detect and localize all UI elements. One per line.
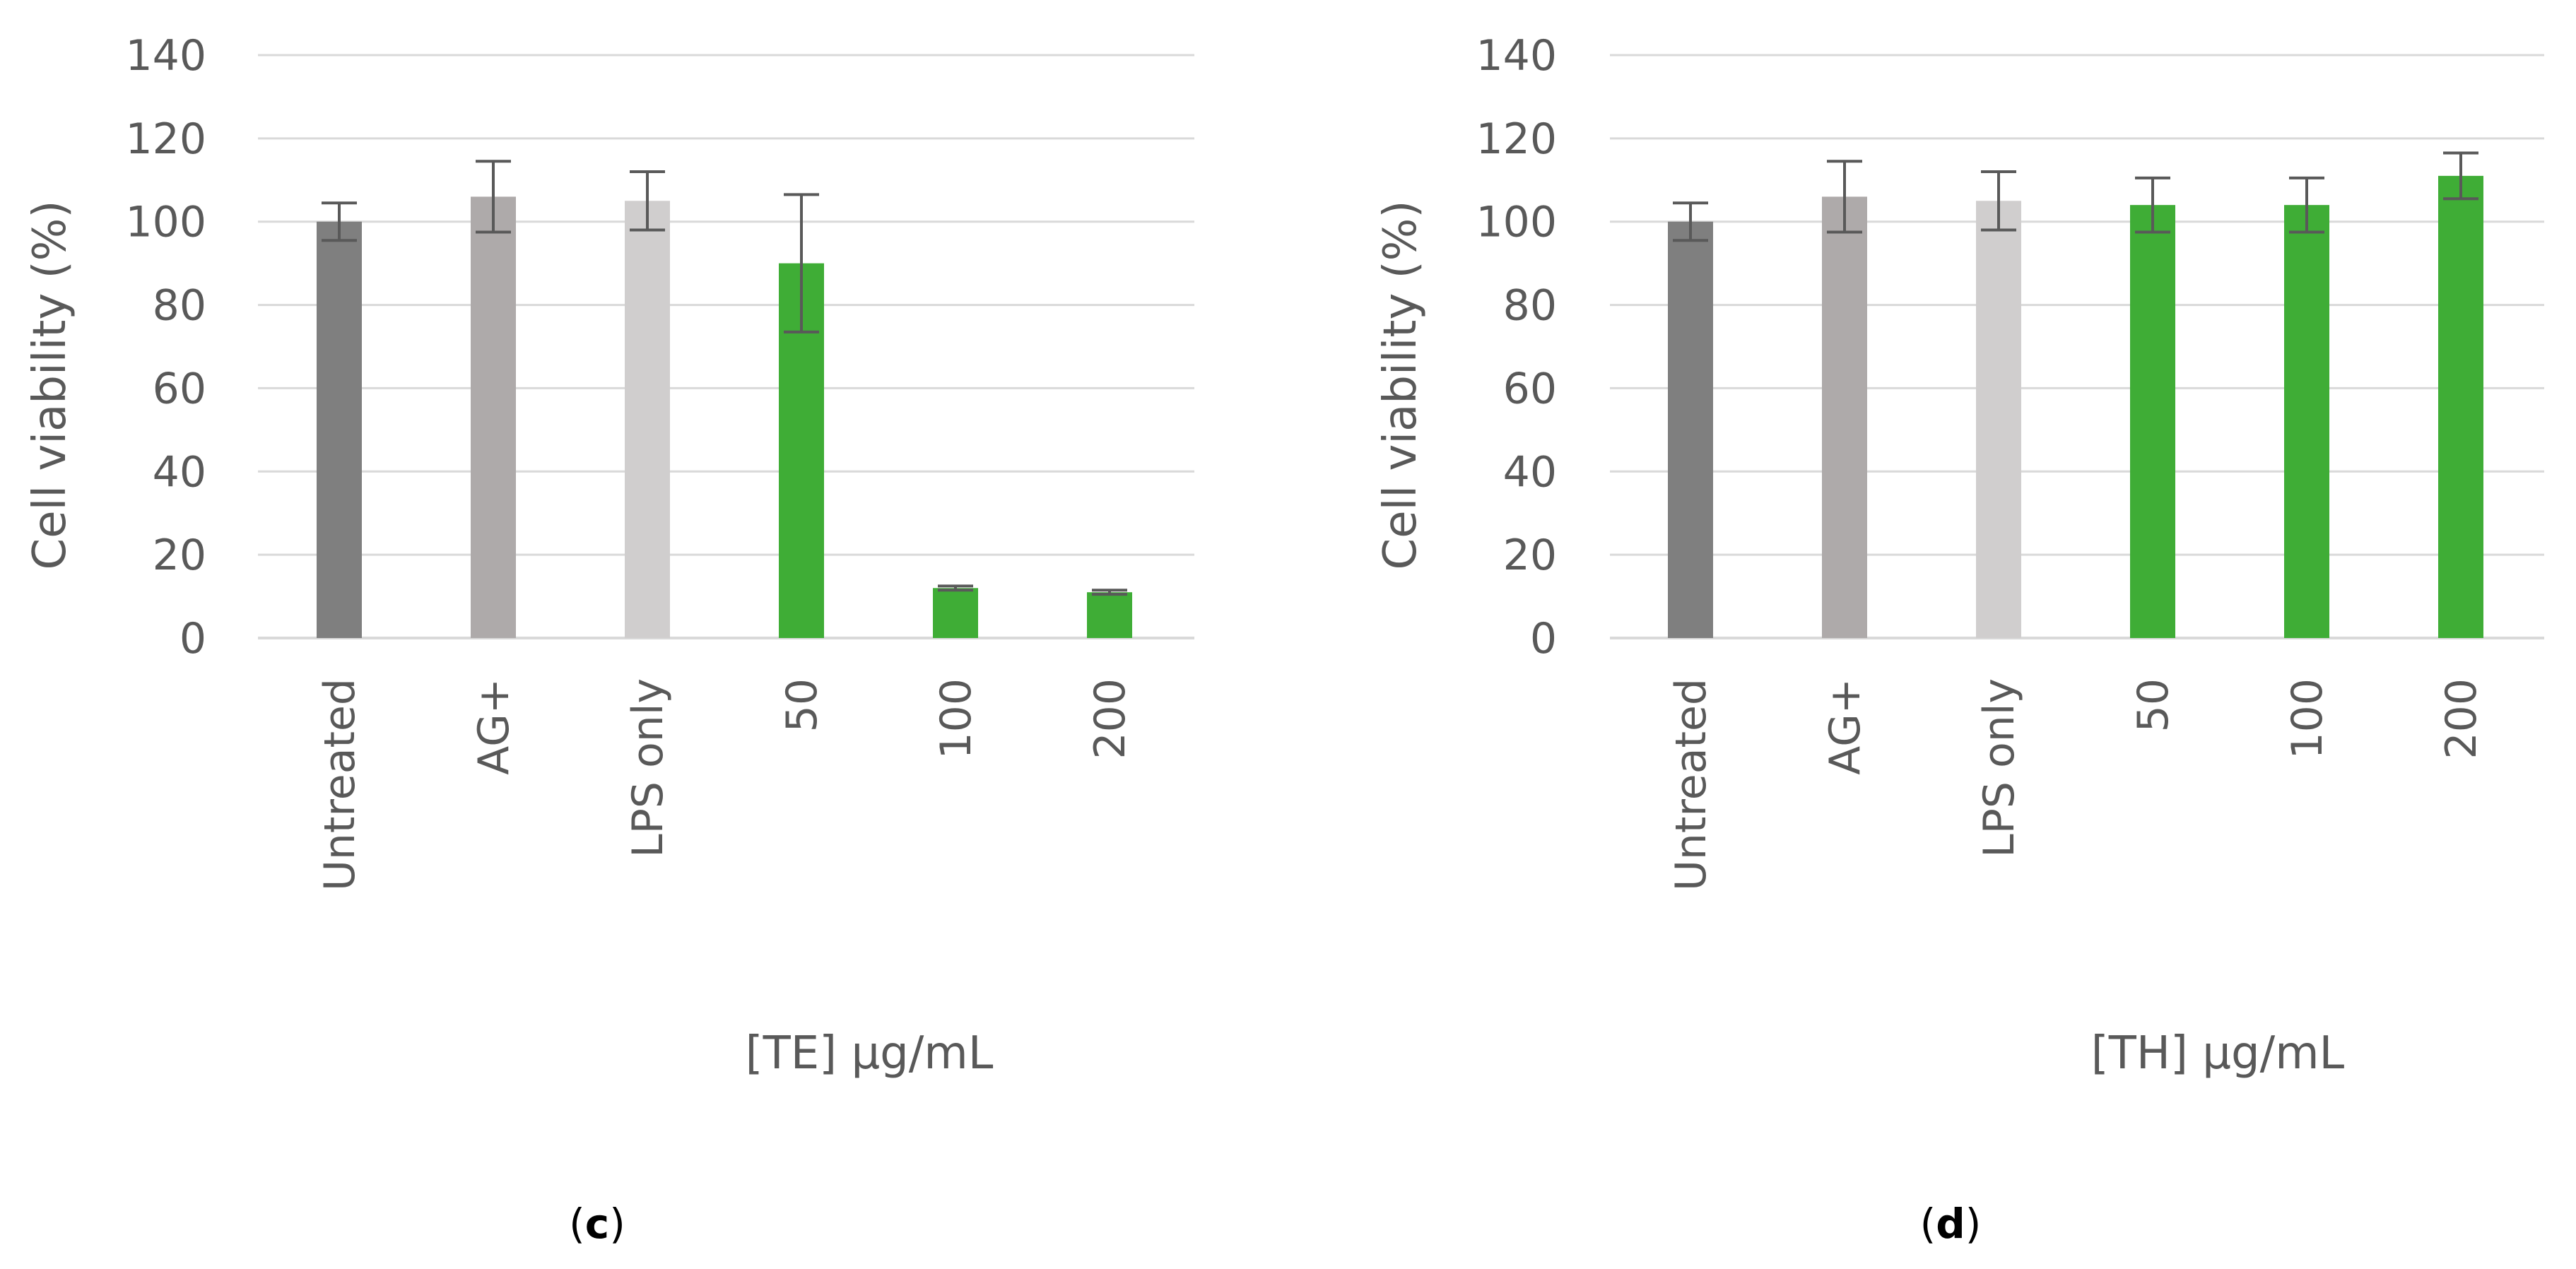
error-bar [1981,170,2016,232]
error-bars [322,160,1127,596]
bar [1668,221,1713,638]
y-axis-label: Cell viability (%) [24,201,76,570]
error-bar [322,201,357,242]
chart-panel-c: 0 20 40 60 80 100 120 140 Cell viability (%) Un… [24,31,1194,1248]
x-tick-label: 200 [2437,678,2486,760]
y-tick-label: 140 [1476,31,1557,81]
x-tick-label: Untreated [1666,678,1716,891]
bar [2284,205,2329,639]
y-tick-label: 100 [1476,198,1557,247]
error-bars [1673,151,2478,242]
chart-panel-d: 0 20 40 60 80 100 120 140 Cell viability (%) Un… [1375,31,2544,1248]
x-tick-label: LPS only [623,678,673,858]
y-tick-label: 140 [125,31,206,81]
bars [1668,175,2483,639]
y-tick-label: 60 [153,364,206,413]
x-tick-label: 200 [1086,678,1135,760]
y-tick-label: 80 [1503,281,1557,331]
y-tick-label: 80 [153,281,206,331]
error-bar [2443,151,2478,201]
error-bar [1092,589,1127,596]
x-tick-labels: Untreated AG+ LPS only 50 100 200 [315,678,1135,891]
bar [625,201,670,638]
panel-label-c: c [585,1200,609,1248]
y-tick-label: 0 [1530,614,1557,663]
error-bar [476,160,511,234]
error-bar [938,584,973,592]
bar [1976,201,2021,638]
panel-caption-d: (d) [1920,1200,1982,1248]
x-tick-label: 100 [2283,678,2332,760]
x-tick-label: AG+ [1821,678,1870,775]
error-bar [2135,176,2170,234]
bar [1087,592,1132,638]
y-tick-label: 20 [1503,531,1557,580]
gridlines [258,54,1194,639]
error-bar [1673,201,1708,242]
y-tick-label: 0 [180,614,206,663]
y-tick-label: 120 [125,114,206,164]
x-tick-label: 50 [777,678,827,732]
x-axis-title: [TE] μg/mL [746,1027,994,1080]
y-tick-labels: 0 20 40 60 80 100 120 140 [1476,31,1557,663]
error-bar [630,170,665,232]
panel-label-d: d [1936,1200,1965,1248]
y-tick-label: 100 [125,198,206,247]
x-tick-label: LPS only [1975,678,2024,858]
y-tick-label: 20 [153,531,206,580]
bar [1822,196,1867,638]
x-axis-title: [TH] μg/mL [2091,1027,2345,1080]
bar [471,196,516,638]
bar [2438,175,2483,639]
bars [317,196,1132,639]
y-tick-label: 40 [1503,447,1557,497]
y-axis-label: Cell viability (%) [1375,201,1427,570]
x-tick-label: 50 [2129,678,2178,732]
x-tick-label: Untreated [315,678,365,891]
y-tick-label: 120 [1476,114,1557,164]
x-tick-label: AG+ [469,678,519,775]
bar [933,588,978,638]
error-bar [784,193,819,334]
y-tick-label: 40 [153,447,206,497]
panel-caption-c: (c) [569,1200,625,1248]
x-tick-labels: Untreated AG+ LPS only 50 100 200 [1666,678,2486,891]
y-tick-labels: 0 20 40 60 80 100 120 140 [125,31,206,663]
error-bar [1827,160,1862,234]
error-bar [2289,176,2324,234]
y-tick-label: 60 [1503,364,1557,413]
bar [2130,205,2175,639]
gridlines [1610,54,2544,639]
x-tick-label: 100 [931,678,981,760]
bar [317,221,362,638]
